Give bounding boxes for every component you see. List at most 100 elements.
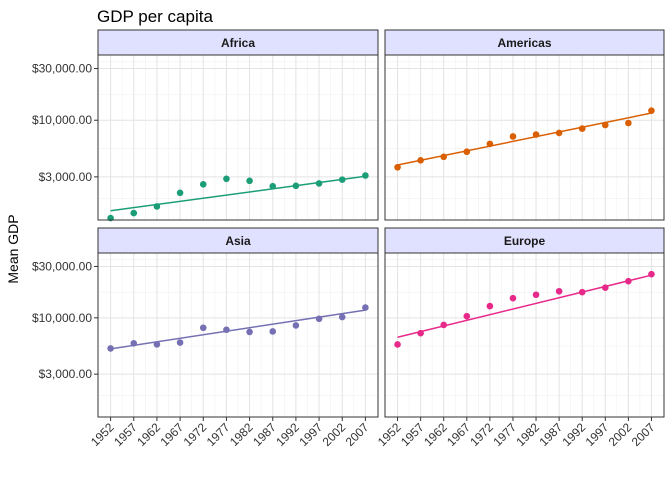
strip-label: Asia bbox=[225, 234, 251, 248]
data-point bbox=[463, 148, 471, 156]
data-point bbox=[578, 125, 586, 132]
strip-americas bbox=[384, 29, 665, 56]
data-point bbox=[362, 172, 369, 179]
data-point bbox=[486, 140, 494, 148]
data-point bbox=[292, 322, 300, 329]
data-point bbox=[601, 284, 609, 291]
x-tick-label: 1967 bbox=[157, 420, 186, 449]
y-tick-label: $10,000.00 bbox=[32, 311, 92, 325]
x-tick-label: 1987 bbox=[536, 420, 565, 449]
x-tick-label: 1982 bbox=[227, 420, 256, 449]
panel-border bbox=[384, 54, 665, 221]
data-point bbox=[417, 156, 424, 164]
data-point bbox=[532, 291, 540, 299]
data-point bbox=[338, 313, 346, 321]
panel-border bbox=[97, 54, 379, 221]
panel-asia: Asia $3,000.00 $10,000.00 $30,000.00 1952195… bbox=[32, 227, 379, 449]
x-tick-label: 1967 bbox=[444, 420, 473, 449]
data-point bbox=[440, 153, 448, 161]
data-point bbox=[532, 131, 540, 138]
data-point bbox=[315, 315, 323, 323]
y-tick-label: $3,000.00 bbox=[39, 367, 93, 381]
data-point bbox=[223, 175, 230, 183]
strip-label: Africa bbox=[221, 36, 255, 50]
data-point bbox=[269, 328, 277, 335]
panel-americas: Americas bbox=[384, 29, 665, 221]
panel-europe: Europe1952195719621967197219771982198719… bbox=[375, 227, 665, 449]
x-tick-label: 1997 bbox=[583, 420, 612, 449]
data-point bbox=[555, 129, 563, 137]
x-tick-label: 1952 bbox=[375, 420, 404, 449]
trend-line-asia bbox=[110, 309, 366, 350]
trend-line-africa bbox=[110, 175, 366, 212]
x-tick-label: 2002 bbox=[606, 420, 635, 449]
data-point bbox=[486, 302, 494, 310]
y-axis-title: Mean GDP bbox=[5, 214, 21, 283]
data-point bbox=[107, 345, 114, 352]
strip-asia bbox=[97, 227, 379, 254]
data-point bbox=[199, 324, 207, 332]
data-point bbox=[625, 119, 632, 127]
x-tick-label: 1992 bbox=[560, 420, 589, 449]
x-tick-label: 2007 bbox=[629, 420, 658, 449]
trend-line-europe bbox=[397, 274, 652, 338]
data-point bbox=[292, 182, 300, 190]
x-tick-label: 1957 bbox=[398, 420, 427, 449]
data-point bbox=[394, 341, 401, 348]
panel-border bbox=[97, 252, 379, 418]
strip-label: Europe bbox=[504, 234, 546, 248]
data-point bbox=[648, 107, 655, 114]
y-tick-label: $3,000.00 bbox=[39, 170, 93, 184]
data-point bbox=[223, 326, 230, 334]
data-point bbox=[130, 209, 138, 217]
x-tick-label: 1997 bbox=[296, 420, 325, 449]
data-point bbox=[625, 277, 632, 285]
x-tick-label: 1952 bbox=[88, 420, 117, 449]
trend-line-americas bbox=[397, 112, 652, 166]
data-point bbox=[578, 288, 586, 296]
x-tick-label: 1977 bbox=[490, 420, 519, 449]
strip-africa bbox=[97, 29, 379, 56]
y-tick-label: $10,000.00 bbox=[32, 113, 92, 127]
x-tick-label: 1992 bbox=[273, 420, 302, 449]
x-tick-label: 2007 bbox=[343, 420, 372, 449]
strip-europe bbox=[384, 227, 665, 254]
data-point bbox=[601, 121, 609, 129]
data-point bbox=[440, 321, 448, 329]
x-tick-label: 1972 bbox=[467, 420, 496, 449]
chart-title: GDP per capita bbox=[97, 7, 213, 26]
data-point bbox=[246, 177, 253, 185]
data-point bbox=[555, 287, 563, 295]
x-tick-label: 1962 bbox=[134, 420, 163, 449]
x-tick-label: 1957 bbox=[111, 420, 140, 449]
data-point bbox=[362, 304, 369, 311]
data-point bbox=[509, 133, 517, 140]
data-point bbox=[417, 329, 424, 337]
data-point bbox=[176, 339, 184, 346]
data-point bbox=[315, 180, 323, 187]
data-point bbox=[463, 312, 471, 320]
data-point bbox=[130, 340, 138, 347]
x-tick-label: 1977 bbox=[204, 420, 233, 449]
data-point bbox=[648, 270, 655, 278]
panel-africa: Africa $3,000.00 $10,000.00 $30,000.00 bbox=[32, 29, 379, 222]
data-point bbox=[246, 328, 253, 336]
y-tick-label: $30,000.00 bbox=[32, 62, 92, 76]
x-tick-label: 1987 bbox=[250, 420, 279, 449]
panel-border bbox=[384, 252, 665, 418]
data-point bbox=[153, 203, 161, 210]
data-point bbox=[509, 294, 517, 302]
x-tick-label: 1982 bbox=[513, 420, 542, 449]
x-tick-label: 2002 bbox=[320, 420, 349, 449]
data-point bbox=[176, 189, 184, 197]
strip-label: Americas bbox=[497, 36, 551, 50]
panels: Africa $3,000.00 $10,000.00 $30,000.00 Ameri… bbox=[32, 29, 665, 449]
data-point bbox=[394, 163, 401, 171]
data-point bbox=[199, 181, 207, 188]
data-point bbox=[338, 176, 346, 183]
x-tick-label: 1962 bbox=[421, 420, 450, 449]
y-tick-label: $30,000.00 bbox=[32, 259, 92, 273]
data-point bbox=[153, 341, 161, 348]
data-point bbox=[269, 182, 277, 190]
